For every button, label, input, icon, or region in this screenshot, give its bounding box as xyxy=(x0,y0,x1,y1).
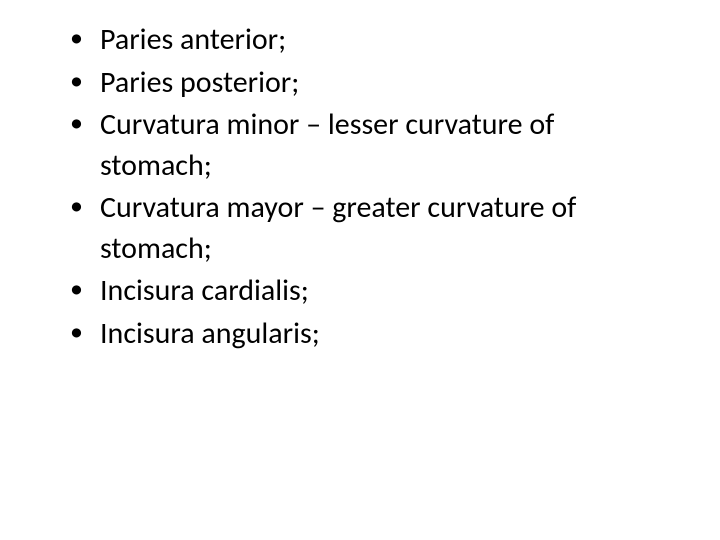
list-item: Curvatura mayor – greater curvature of s… xyxy=(70,188,670,269)
list-item: Paries posterior; xyxy=(70,63,670,104)
list-item-text: Incisura angularis; xyxy=(100,315,320,352)
list-item: Incisura cardialis; xyxy=(70,271,670,312)
bullet-list: Paries anterior; Paries posterior; Curva… xyxy=(40,20,670,354)
list-item-text: Paries anterior; xyxy=(100,21,286,58)
list-item: Paries anterior; xyxy=(70,20,670,61)
list-item-text: Curvatura minor – lesser curvature of st… xyxy=(100,106,554,184)
list-item-text: Curvatura mayor – greater curvature of s… xyxy=(100,189,576,267)
list-item-text: Paries posterior; xyxy=(100,64,299,101)
list-item: Incisura angularis; xyxy=(70,314,670,355)
list-item: Curvatura minor – lesser curvature of st… xyxy=(70,105,670,186)
list-item-text: Incisura cardialis; xyxy=(100,272,309,309)
